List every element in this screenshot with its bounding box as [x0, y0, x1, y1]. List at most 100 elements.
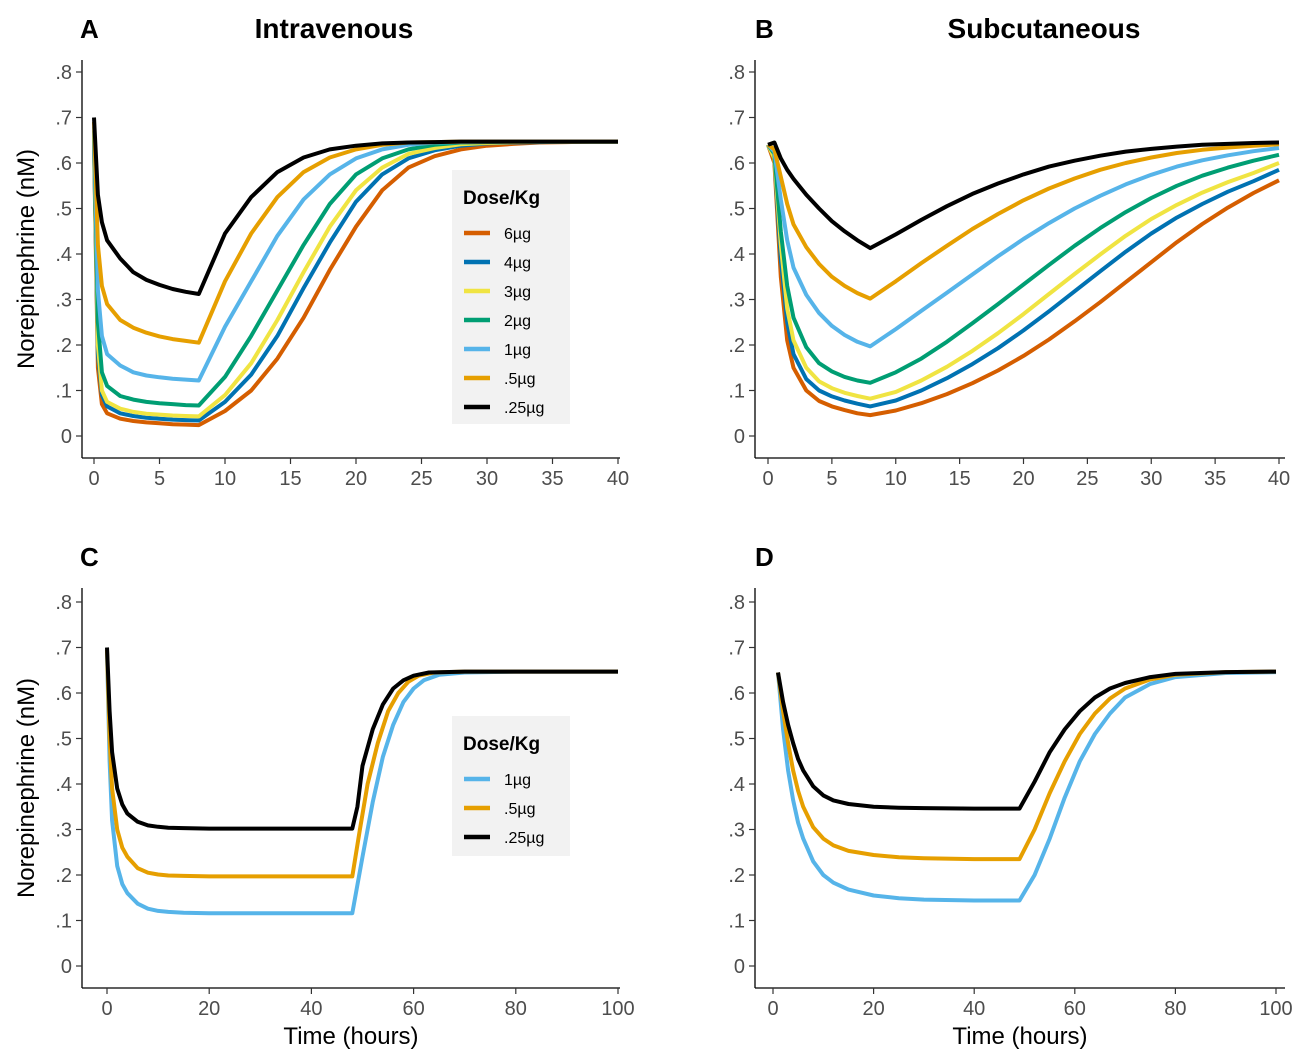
x-tick-label: 40 — [300, 998, 322, 1020]
x-tick-label: 0 — [101, 998, 112, 1020]
y-tick-label: .1 — [55, 381, 72, 403]
panel-c: C 0 .1 .2 .3 .4 .5 .6 .7 .8 0 20 40 60 80 100 Norepineph… — [13, 542, 635, 1050]
y-tick-label: 0 — [734, 956, 745, 978]
series-line-6g — [766, 144, 1280, 418]
legend-title: Dose/Kg — [463, 188, 540, 209]
y-tick-label: .7 — [728, 108, 745, 130]
x-axis-title: Time (hours) — [952, 1023, 1087, 1050]
y-axis-title: Norepinephrine (nM) — [13, 678, 40, 898]
panel-letter: A — [80, 14, 99, 44]
y-tick-label: .8 — [55, 62, 72, 84]
panel-title: Subcutaneous — [948, 13, 1141, 44]
x-tick-label: 15 — [949, 468, 971, 490]
y-tick-label: .8 — [728, 62, 745, 84]
y-tick-label: .2 — [55, 865, 72, 887]
x-tick-label: 20 — [198, 998, 220, 1020]
y-tick-label: .6 — [55, 153, 72, 175]
y-tick-label: .4 — [55, 244, 72, 266]
x-tick-label: 0 — [767, 998, 778, 1020]
y-tick-label: .6 — [55, 683, 72, 705]
x-tick-label: 30 — [476, 468, 498, 490]
y-tick-label: .6 — [728, 153, 745, 175]
y-tick-label: .1 — [728, 911, 745, 933]
legend-label: .5µg — [504, 371, 535, 388]
panel-title: Intravenous — [255, 13, 414, 44]
legend-label: .25µg — [504, 830, 544, 847]
y-tick-label: .7 — [55, 638, 72, 660]
legend-label: .25µg — [504, 400, 544, 417]
y-tick-label: .7 — [55, 108, 72, 130]
series-line-1g — [766, 143, 1280, 349]
x-tick-label: 60 — [1064, 998, 1086, 1020]
x-tick-label: 10 — [885, 468, 907, 490]
series-line-1g — [105, 651, 618, 916]
y-tick-label: .4 — [728, 774, 745, 796]
panel-b: B Subcutaneous 0 .1 .2 .3 .4 .5 .6 .7 .8 0 5 10 15 20 25… — [728, 13, 1290, 490]
panel-d: D 0 .1 .2 .3 .4 .5 .6 .7 .8 0 20 40 60 80 100 Time (hour… — [728, 542, 1292, 1050]
series-line-1g — [776, 670, 1277, 903]
x-tick-label: 25 — [410, 468, 432, 490]
legend: Dose/Kg 6µg 4µg 3µg 2µg 1µg .5µg .25µg — [452, 170, 570, 424]
x-tick-label: 20 — [345, 468, 367, 490]
y-tick-label: .5 — [55, 199, 72, 221]
x-tick-label: 35 — [1204, 468, 1226, 490]
panel-letter: B — [755, 14, 774, 44]
y-tick-label: .3 — [55, 820, 72, 842]
legend-background — [452, 716, 570, 856]
y-tick-label: .3 — [728, 820, 745, 842]
y-tick-label: .2 — [728, 865, 745, 887]
panel-letter: D — [755, 542, 774, 572]
series-line-25g — [776, 669, 1277, 811]
series-line-25g — [105, 647, 618, 831]
x-tick-label: 15 — [279, 468, 301, 490]
series-line-4g — [766, 143, 1280, 409]
legend-label: 6µg — [504, 226, 531, 243]
legend-label: 3µg — [504, 284, 531, 301]
y-tick-label: .6 — [728, 683, 745, 705]
x-tick-label: 35 — [541, 468, 563, 490]
y-tick-label: .3 — [728, 290, 745, 312]
series-line-25g — [767, 140, 1280, 251]
x-tick-label: 30 — [1140, 468, 1162, 490]
x-tick-label: 60 — [402, 998, 424, 1020]
y-tick-label: .5 — [728, 729, 745, 751]
series-line-5g — [766, 142, 1280, 301]
legend-label: 2µg — [504, 313, 531, 330]
x-tick-label: 100 — [1259, 998, 1292, 1020]
y-tick-label: .5 — [728, 199, 745, 221]
x-tick-label: 5 — [154, 468, 165, 490]
legend-label: 4µg — [504, 255, 531, 272]
x-tick-label: 100 — [601, 998, 634, 1020]
x-tick-label: 0 — [88, 468, 99, 490]
series-line-5g — [776, 669, 1277, 862]
y-tick-label: .3 — [55, 290, 72, 312]
series-line-3g — [766, 143, 1280, 401]
x-tick-label: 80 — [505, 998, 527, 1020]
x-tick-label: 40 — [1268, 468, 1290, 490]
x-tick-label: 0 — [762, 468, 773, 490]
y-tick-label: .2 — [728, 335, 745, 357]
x-axis-title: Time (hours) — [283, 1023, 418, 1050]
y-tick-label: .2 — [55, 335, 72, 357]
legend: Dose/Kg 1µg .5µg .25µg — [452, 716, 570, 856]
x-tick-label: 25 — [1076, 468, 1098, 490]
y-tick-label: .8 — [728, 592, 745, 614]
y-tick-label: 0 — [61, 956, 72, 978]
x-tick-label: 20 — [1012, 468, 1034, 490]
y-axis-title: Norepinephrine (nM) — [13, 149, 40, 369]
y-tick-label: .1 — [55, 911, 72, 933]
y-tick-label: .8 — [55, 592, 72, 614]
series-line-2g — [766, 143, 1280, 385]
legend-label: 1µg — [504, 342, 531, 359]
x-tick-label: 80 — [1164, 998, 1186, 1020]
y-tick-label: 0 — [734, 426, 745, 448]
y-tick-label: .4 — [728, 244, 745, 266]
panel-a: A Intravenous 0 .1 .2 .3 .4 .5 .6 .7 .8 0 5 10 15 20 25 3… — [13, 13, 629, 490]
series-line-25g — [92, 117, 618, 296]
legend-title: Dose/Kg — [463, 734, 540, 755]
panel-letter: C — [80, 542, 99, 572]
y-tick-label: .7 — [728, 638, 745, 660]
x-tick-label: 20 — [862, 998, 884, 1020]
y-tick-label: .4 — [55, 774, 72, 796]
